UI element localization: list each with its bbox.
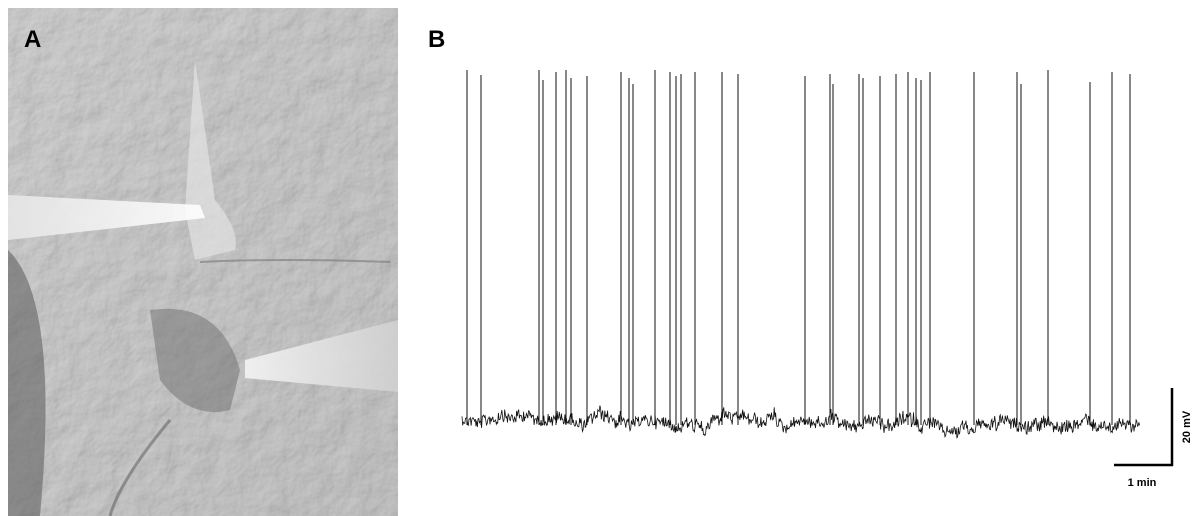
panel-label: B (428, 26, 445, 53)
scale-bar-label: 1 min (1128, 477, 1157, 489)
panel-label: A (24, 26, 41, 53)
voltage-trace (461, 70, 1140, 439)
trace-baseline (461, 405, 1140, 439)
micrograph (8, 8, 398, 516)
scale-bar-label: 20 mV (1181, 410, 1193, 443)
